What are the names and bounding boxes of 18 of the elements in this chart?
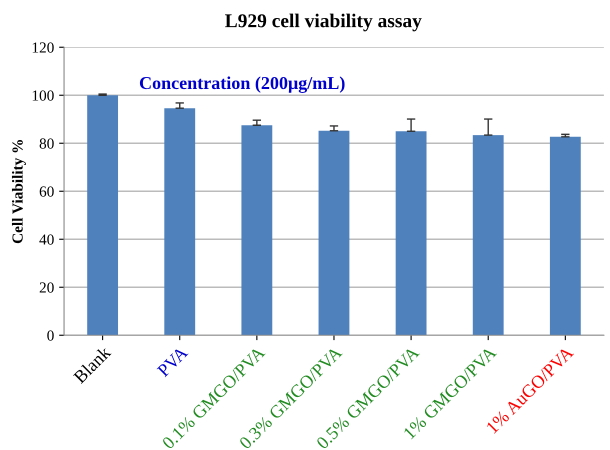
bar (472, 135, 504, 336)
y-axis-title: Cell Viability % (12, 140, 26, 244)
y-tick-label: 0 (47, 330, 54, 341)
y-tick-label: 100 (32, 90, 54, 101)
y-tick-label: 60 (40, 186, 54, 197)
text: Concentration (200μg/mL) (140, 76, 345, 93)
bar (550, 136, 581, 336)
y-tick-label: 40 (39, 234, 54, 245)
y-tick-label: 120 (32, 42, 54, 53)
bar (164, 108, 196, 336)
bar (396, 131, 427, 336)
y-tick-label: 80 (40, 138, 54, 149)
y-tick-label: 20 (40, 282, 54, 293)
bar (241, 125, 272, 336)
bar (87, 95, 118, 336)
bar (318, 130, 350, 336)
x-tick-label: PVA (156, 345, 189, 378)
chart-title: L929 cell viability assay (225, 14, 422, 32)
